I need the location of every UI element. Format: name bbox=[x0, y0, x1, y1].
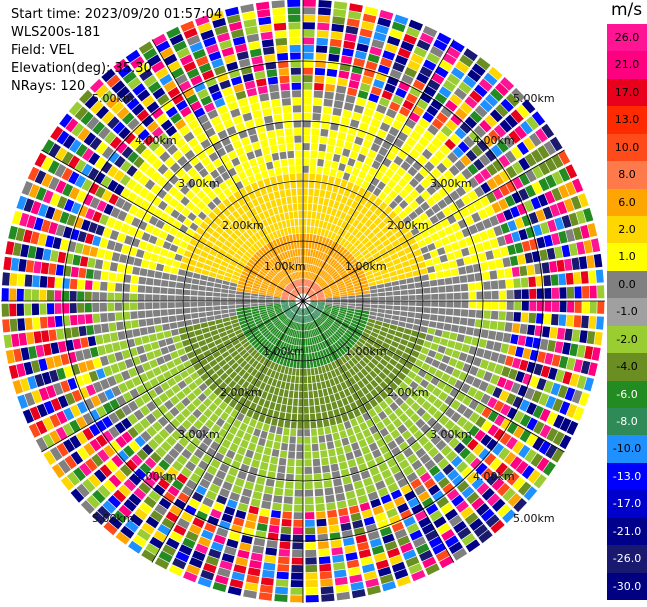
colorbar-segment: -4.0 bbox=[607, 353, 647, 381]
colorbar-segment: 6.0 bbox=[607, 188, 647, 216]
ring-label: 5.00km bbox=[92, 92, 134, 105]
azimuth-spoke bbox=[41, 149, 304, 302]
colorbar-segment: -6.0 bbox=[607, 380, 647, 408]
colorbar-segment: 0.0 bbox=[607, 270, 647, 299]
colorbar-segment: -1.0 bbox=[607, 298, 647, 326]
ring-label: 4.00km bbox=[135, 134, 177, 147]
azimuth-spoke bbox=[151, 300, 304, 563]
colorbar-segment: 13.0 bbox=[607, 106, 647, 134]
ring-label: 4.00km bbox=[135, 470, 177, 483]
ring-label: 1.00km bbox=[345, 260, 387, 273]
azimuth-spoke bbox=[302, 300, 565, 453]
colorbar-segment: 10.0 bbox=[607, 133, 647, 162]
azimuth-spoke bbox=[302, 300, 455, 563]
ppi-plot: 1.00km 1.00km 1.00km 1.00km 2.00km 2.00km 2.00… bbox=[1, 0, 605, 603]
field-label: Field: VEL bbox=[11, 43, 74, 58]
ring-label: 5.00km bbox=[513, 512, 555, 525]
ring-label: 3.00km bbox=[178, 177, 220, 190]
range-ring-labels: 1.00km 1.00km 1.00km 1.00km 2.00km 2.00km 2.00… bbox=[92, 92, 555, 525]
colorbar-segment: 26.0 bbox=[607, 24, 647, 52]
colorbar-segment: 17.0 bbox=[607, 78, 647, 107]
ring-label: 3.00km bbox=[430, 177, 472, 190]
azimuth-spoke bbox=[151, 39, 304, 302]
ring-label: 1.00km bbox=[263, 345, 305, 358]
ring-label: 3.00km bbox=[178, 428, 220, 441]
ring-label: 3.00km bbox=[430, 428, 472, 441]
start-time-label: Start time: 2023/09/20 01:57:04 bbox=[11, 7, 223, 22]
elevation-label: Elevation(deg): 35.30 bbox=[11, 61, 152, 76]
colorbar-unit: m/s bbox=[611, 0, 643, 20]
azimuth-spoke bbox=[302, 149, 565, 302]
ring-label: 2.00km bbox=[222, 219, 264, 232]
ring-label: 2.00km bbox=[387, 219, 429, 232]
colorbar-segment: -26.0 bbox=[607, 545, 647, 573]
colorbar-segment: -17.0 bbox=[607, 490, 647, 518]
colorbar-segment: -13.0 bbox=[607, 462, 647, 491]
colorbar-segment: 21.0 bbox=[607, 51, 647, 79]
colorbar-segment: 2.0 bbox=[607, 216, 647, 244]
range-rings-grid bbox=[1, 0, 605, 603]
colorbar-segment: 8.0 bbox=[607, 161, 647, 189]
colorbar: 26.0 21.0 17.0 13.0 10.0 8.0 6.0 2.0 1.0 0.0 -1.0-… bbox=[607, 24, 647, 600]
instrument-label: WLS200s-181 bbox=[11, 25, 101, 40]
ring-label: 2.00km bbox=[220, 386, 262, 399]
colorbar-segment: -2.0 bbox=[607, 325, 647, 354]
colorbar-segment: -30.0 bbox=[607, 572, 647, 600]
colorbar-segment: -8.0 bbox=[607, 408, 647, 436]
ring-label: 2.00km bbox=[387, 386, 429, 399]
azimuth-spoke bbox=[41, 300, 304, 453]
azimuth-spoke bbox=[302, 39, 455, 302]
ring-label: 1.00km bbox=[264, 260, 306, 273]
ring-label: 5.00km bbox=[92, 512, 134, 525]
colorbar-segment: -21.0 bbox=[607, 517, 647, 546]
ring-label: 5.00km bbox=[513, 92, 555, 105]
nrays-label: NRays: 120 bbox=[11, 79, 86, 94]
colorbar-segment: -10.0 bbox=[607, 435, 647, 463]
plot-info: Start time: 2023/09/20 01:57:04 WLS200s-… bbox=[11, 6, 222, 96]
ring-label: 1.00km bbox=[345, 345, 387, 358]
colorbar-segment: 1.0 bbox=[607, 243, 647, 271]
ring-label: 4.00km bbox=[473, 134, 515, 147]
ring-label: 4.00km bbox=[473, 470, 515, 483]
radar-rays bbox=[1, 0, 605, 603]
